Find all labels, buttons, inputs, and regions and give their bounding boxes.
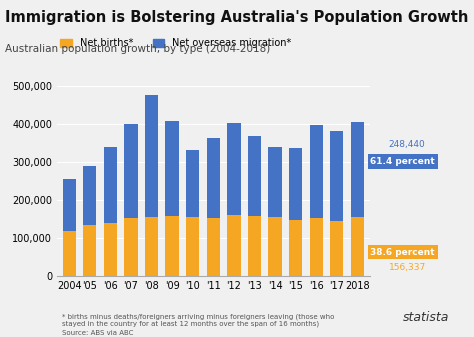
Bar (165, 216, 179, 276)
Bar (268, 147, 282, 217)
Bar (186, 217, 200, 276)
Bar (248, 136, 261, 216)
Bar (145, 95, 158, 217)
Text: * births minus deaths/foreigners arriving minus foreigners leaving (those who
st: * births minus deaths/foreigners arrivin… (62, 313, 334, 328)
Bar (310, 125, 323, 218)
Bar (63, 231, 76, 276)
Text: statista: statista (403, 310, 449, 324)
Bar (145, 217, 158, 276)
Bar (104, 223, 117, 276)
Text: 38.6 percent: 38.6 percent (370, 248, 435, 257)
Text: 248,440: 248,440 (389, 140, 426, 149)
Text: Immigration is Bolstering Australia's Population Growth: Immigration is Bolstering Australia's Po… (5, 10, 468, 25)
Text: 61.4 percent: 61.4 percent (370, 157, 435, 166)
Text: 156,337: 156,337 (389, 263, 426, 272)
Bar (104, 147, 117, 223)
Bar (351, 122, 364, 217)
Bar (83, 225, 97, 276)
Bar (268, 217, 282, 276)
Bar (63, 179, 76, 231)
Bar (83, 166, 97, 225)
Bar (227, 123, 241, 215)
Bar (124, 124, 137, 218)
Bar (330, 221, 344, 276)
Text: Source: ABS via ABC: Source: ABS via ABC (62, 330, 133, 336)
Bar (165, 121, 179, 216)
Bar (310, 218, 323, 276)
Bar (351, 217, 364, 276)
Bar (227, 215, 241, 276)
Bar (207, 218, 220, 276)
Bar (289, 220, 302, 276)
Bar (186, 150, 200, 217)
Legend: Net births*, Net overseas migration*: Net births*, Net overseas migration* (56, 34, 295, 52)
Bar (330, 131, 344, 221)
Bar (248, 216, 261, 276)
Bar (289, 148, 302, 220)
Bar (207, 138, 220, 218)
Text: Australian population growth, by type (2004-2018): Australian population growth, by type (2… (5, 44, 270, 54)
Bar (124, 218, 137, 276)
